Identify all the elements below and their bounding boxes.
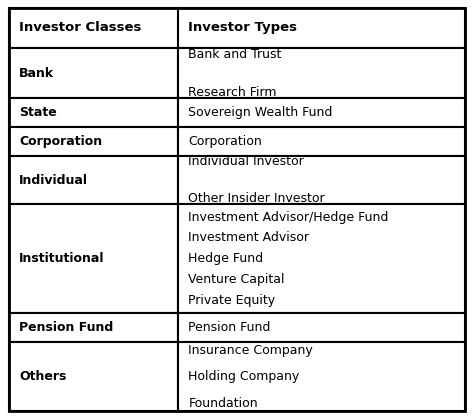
- Text: Other Insider Investor: Other Insider Investor: [189, 192, 325, 205]
- Text: Corporation: Corporation: [19, 135, 102, 148]
- Bar: [178, 156, 465, 204]
- Text: Corporation: Corporation: [189, 135, 262, 148]
- Text: Investment Advisor: Investment Advisor: [189, 231, 310, 244]
- Text: Holding Company: Holding Company: [189, 370, 300, 383]
- Text: Bank and Trust: Bank and Trust: [189, 47, 282, 60]
- Text: Research Firm: Research Firm: [189, 85, 277, 98]
- Text: Institutional: Institutional: [19, 252, 104, 265]
- Text: Insurance Company: Insurance Company: [189, 344, 313, 357]
- Text: Venture Capital: Venture Capital: [189, 273, 285, 286]
- Bar: [9, 98, 178, 127]
- Bar: [178, 98, 465, 127]
- Bar: [9, 48, 178, 98]
- Text: State: State: [19, 106, 57, 119]
- Text: Individual: Individual: [19, 173, 88, 186]
- Text: Investor Types: Investor Types: [189, 21, 298, 34]
- Bar: [178, 48, 465, 98]
- Text: Others: Others: [19, 370, 66, 383]
- Bar: [9, 204, 178, 313]
- Text: Investor Classes: Investor Classes: [19, 21, 141, 34]
- Text: Individual Investor: Individual Investor: [189, 155, 304, 168]
- Text: Bank: Bank: [19, 67, 54, 80]
- Bar: [9, 313, 178, 342]
- Text: Private Equity: Private Equity: [189, 294, 275, 307]
- Bar: [178, 313, 465, 342]
- Text: Pension Fund: Pension Fund: [189, 321, 271, 334]
- Text: Hedge Fund: Hedge Fund: [189, 252, 264, 265]
- Bar: [9, 156, 178, 204]
- Bar: [9, 8, 465, 48]
- Text: Investment Advisor/Hedge Fund: Investment Advisor/Hedge Fund: [189, 211, 389, 224]
- Bar: [178, 342, 465, 411]
- Text: Foundation: Foundation: [189, 397, 258, 410]
- Text: Sovereign Wealth Fund: Sovereign Wealth Fund: [189, 106, 333, 119]
- Bar: [178, 127, 465, 156]
- Text: Pension Fund: Pension Fund: [19, 321, 113, 334]
- Bar: [178, 204, 465, 313]
- Bar: [9, 127, 178, 156]
- Bar: [9, 342, 178, 411]
